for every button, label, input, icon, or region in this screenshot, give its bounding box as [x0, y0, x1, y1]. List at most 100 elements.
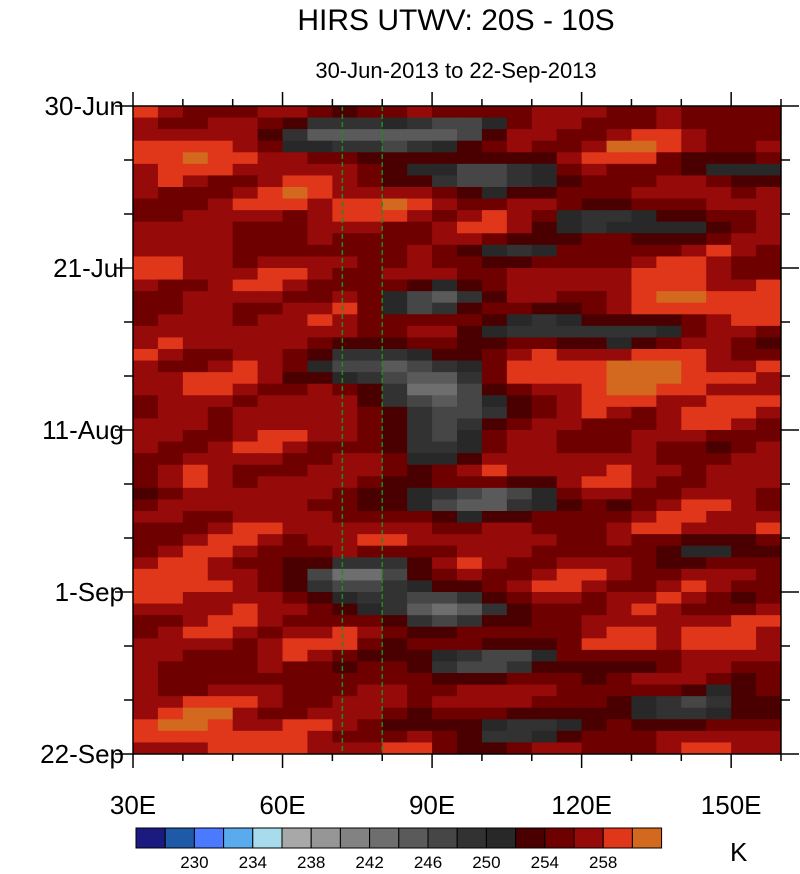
colorbar-swatch	[398, 827, 429, 849]
field-cell	[631, 106, 657, 119]
field-cell	[606, 545, 633, 558]
x-axis: 30E 60E 90E 120E 150E	[110, 92, 782, 820]
field-cell	[282, 175, 309, 188]
field-cell	[357, 476, 383, 489]
field-cell	[357, 106, 383, 119]
field-cell	[756, 464, 781, 477]
field-cell	[506, 557, 533, 570]
field-cell	[382, 476, 408, 489]
field-cell	[257, 592, 284, 605]
field-cell	[207, 395, 234, 408]
field-cell	[207, 615, 234, 628]
field-cell	[756, 707, 781, 720]
field-cell	[182, 291, 209, 304]
colorbar-tick-label: 234	[239, 853, 267, 869]
field-cell	[457, 557, 483, 570]
field-cell	[731, 117, 757, 130]
field-cell	[531, 719, 558, 732]
field-cell	[556, 314, 583, 327]
field-cell	[631, 210, 657, 223]
field-cell	[606, 372, 633, 385]
field-cell	[307, 684, 333, 697]
field-cell	[457, 719, 483, 732]
field-cell	[282, 349, 309, 362]
field-cell	[232, 302, 259, 315]
field-cell	[232, 233, 259, 246]
field-cell	[207, 117, 234, 130]
field-cell	[382, 337, 408, 350]
field-cell	[656, 152, 682, 165]
field-cell	[332, 302, 358, 315]
field-cell	[581, 661, 608, 674]
field-cell	[631, 649, 657, 663]
field-cell	[756, 279, 781, 292]
field-cell	[307, 545, 333, 558]
colorbar-swatch	[631, 827, 663, 849]
field-cell	[357, 418, 383, 431]
field-cell	[581, 487, 608, 501]
field-cell	[581, 719, 608, 732]
field-cell	[282, 626, 309, 639]
field-cell	[506, 140, 533, 153]
field-cell	[307, 499, 333, 512]
field-cell	[506, 719, 533, 732]
field-cell	[182, 372, 209, 385]
field-cell	[207, 152, 234, 165]
field-cell	[432, 233, 458, 246]
field-cell	[357, 545, 383, 558]
field-cell	[257, 163, 284, 177]
field-cell	[382, 649, 408, 663]
field-cell	[157, 406, 184, 420]
field-cell	[157, 360, 184, 373]
field-cell	[531, 314, 558, 327]
field-cell	[457, 198, 483, 211]
field-cell	[357, 325, 383, 339]
colorbar-tick-label: 230	[180, 853, 208, 869]
field-cell	[133, 673, 159, 686]
field-cell	[481, 279, 508, 292]
field-cell	[207, 372, 234, 385]
field-cell	[457, 337, 483, 350]
field-cell	[606, 325, 633, 339]
field-cell	[656, 302, 682, 315]
field-cell	[232, 152, 259, 165]
field-cell	[407, 383, 433, 396]
field-cell	[481, 187, 508, 200]
field-cell	[457, 117, 483, 130]
field-cell	[481, 314, 508, 327]
field-cell	[506, 603, 533, 616]
field-cell	[157, 592, 184, 605]
field-cell	[756, 268, 781, 281]
field-cell	[357, 441, 383, 454]
field-cell	[556, 291, 583, 304]
field-cell	[457, 163, 483, 177]
field-cell	[282, 360, 309, 373]
field-cell	[506, 129, 533, 142]
field-cell	[706, 430, 732, 443]
field-cell	[232, 198, 259, 211]
field-cell	[581, 568, 608, 582]
field-cell	[157, 302, 184, 315]
field-cell	[581, 152, 608, 165]
field-cell	[506, 511, 533, 524]
field-cell	[407, 117, 433, 130]
field-cell	[606, 464, 633, 477]
field-cell	[207, 534, 234, 547]
field-cell	[407, 487, 433, 501]
field-cell	[382, 742, 408, 754]
x-tick-label: 90E	[409, 790, 455, 820]
field-cell	[656, 221, 682, 234]
field-cell	[157, 499, 184, 512]
field-cell	[681, 487, 707, 501]
field-cell	[357, 175, 383, 188]
field-cell	[332, 534, 358, 547]
field-cell	[481, 221, 508, 234]
colorbar-tick-label: 250	[472, 853, 500, 869]
field-cell	[631, 603, 657, 616]
field-cell	[531, 592, 558, 605]
field-cell	[556, 129, 583, 142]
field-cell	[631, 487, 657, 501]
field-cell	[307, 649, 333, 663]
field-cell	[332, 314, 358, 327]
field-cell	[656, 383, 682, 396]
